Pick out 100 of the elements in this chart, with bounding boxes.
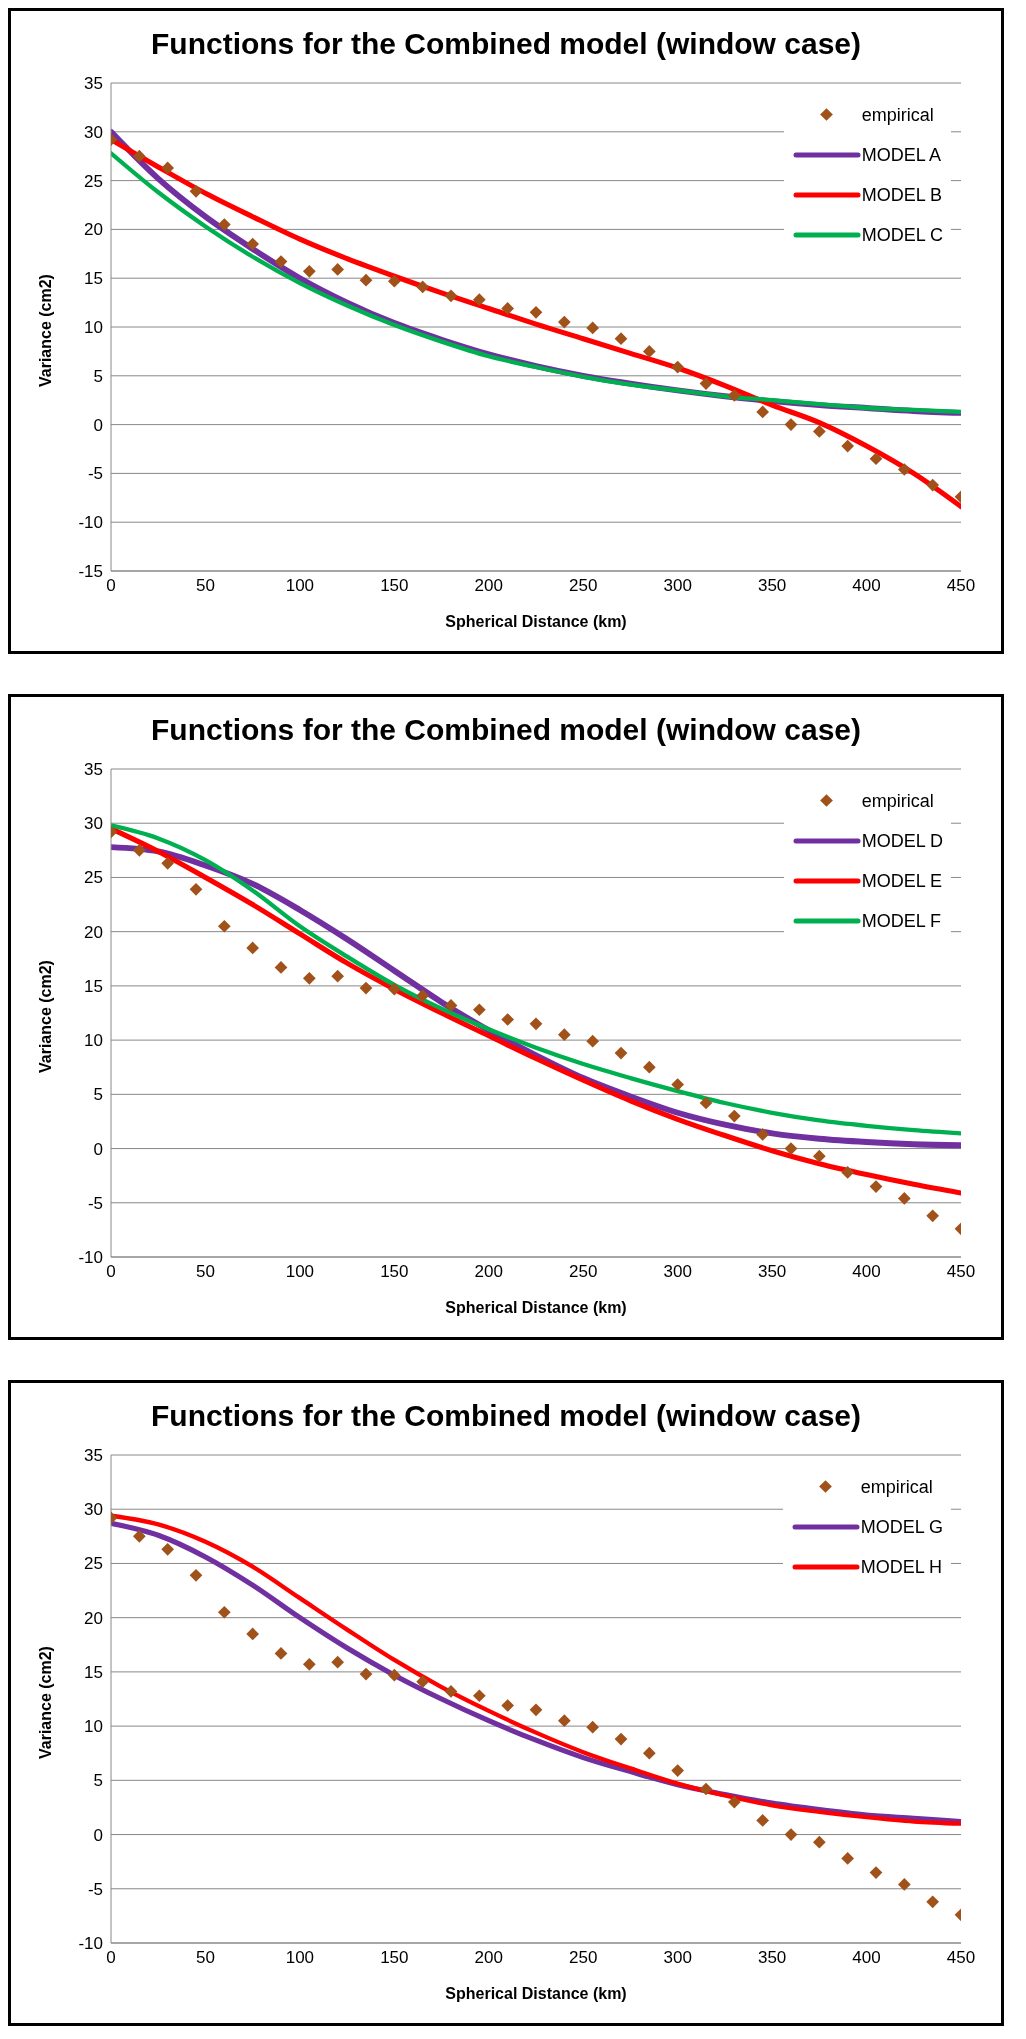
y-tick-label: 35 [84,74,103,94]
x-tick-label: 150 [380,1262,409,1282]
point [416,989,430,1003]
legend-label: MODEL C [861,224,943,246]
point [359,273,373,287]
point [501,1699,515,1712]
y-tick-label: 0 [93,1825,103,1845]
point [756,1128,770,1141]
point [897,1192,911,1205]
x-tick-label: 0 [106,576,116,596]
point [812,1835,826,1849]
point [472,293,486,307]
point [926,1209,940,1223]
point [359,1667,373,1681]
point [501,1013,515,1026]
y-tick-label: 25 [84,1554,103,1574]
y-tick-label: -10 [78,513,103,533]
point [926,478,940,492]
y-tick-label: -10 [78,1934,103,1954]
point [926,1895,940,1909]
x-tick-label: 350 [757,1262,787,1282]
point [161,161,175,175]
y-tick-label: 30 [84,814,103,834]
point [472,1003,486,1017]
legend-label: empirical [861,790,934,812]
point [699,1096,713,1110]
x-tick-label: 300 [663,576,692,596]
y-tick-label: 35 [84,1446,103,1466]
point [727,1795,741,1809]
point [217,1605,231,1619]
point [586,1720,600,1734]
point [642,345,656,358]
point [557,315,571,329]
point [132,149,146,163]
x-tick-label: 100 [285,1948,315,1968]
point [217,218,231,231]
x-tick-label: 100 [285,1262,315,1282]
x-tick-label: 450 [946,576,976,596]
x-tick-label: 0 [106,1262,116,1282]
point [727,388,741,402]
x-axis-title: Spherical Distance (km) [445,613,627,630]
point [416,1675,430,1689]
point [642,1060,656,1074]
x-tick-label: 200 [474,576,503,596]
legend-label: MODEL D [861,830,943,852]
point [529,1017,543,1031]
point [189,883,203,896]
y-tick-label: 30 [84,122,103,142]
y-tick-label: 5 [93,366,103,386]
y-axis-title: Variance (cm2) [36,274,54,387]
x-tick-label: 250 [569,576,598,596]
point [302,1657,316,1671]
y-tick-label: 35 [84,760,103,780]
x-tick-label: 450 [946,1948,976,1968]
y-tick-label: 5 [93,1771,103,1791]
point [557,1028,571,1042]
y-tick-label: 25 [84,868,103,888]
point [161,1542,175,1556]
y-tick-label: 10 [84,1031,103,1051]
point [869,452,883,466]
point [189,184,203,198]
point [671,1078,685,1091]
point [812,425,826,438]
point [642,1746,656,1760]
point [671,1764,685,1777]
x-tick-label: 400 [852,1948,881,1968]
point [671,360,685,374]
x-tick-label: 300 [663,1948,692,1968]
point [331,263,345,276]
point [897,463,911,476]
y-tick-label: -5 [87,464,103,484]
y-tick-label: 15 [84,1662,103,1682]
point [246,237,260,251]
point [897,1878,911,1891]
point [841,1166,855,1179]
x-tick-label: 100 [285,576,315,596]
y-tick-label: 25 [84,171,103,191]
x-tick-label: 250 [569,1948,598,1968]
y-tick-label: 15 [84,269,103,289]
x-tick-label: 0 [106,1948,116,1968]
y-tick-label: 0 [93,1139,103,1159]
y-tick-label: -5 [87,1193,103,1213]
point [302,971,316,985]
point [586,1034,600,1048]
point [416,280,430,294]
point [614,1732,628,1746]
point [472,1689,486,1703]
y-tick-label: 15 [84,976,103,996]
point [557,1714,571,1728]
x-tick-label: 400 [852,576,881,596]
point [529,1703,543,1717]
x-tick-label: 200 [474,1262,503,1282]
y-tick-label: -15 [78,562,103,582]
point [444,289,458,303]
point [132,843,146,857]
point [841,1852,855,1865]
point [161,856,175,870]
point [614,1046,628,1060]
x-axis-title: Spherical Distance (km) [445,1985,627,2002]
y-tick-label: 20 [84,922,103,942]
